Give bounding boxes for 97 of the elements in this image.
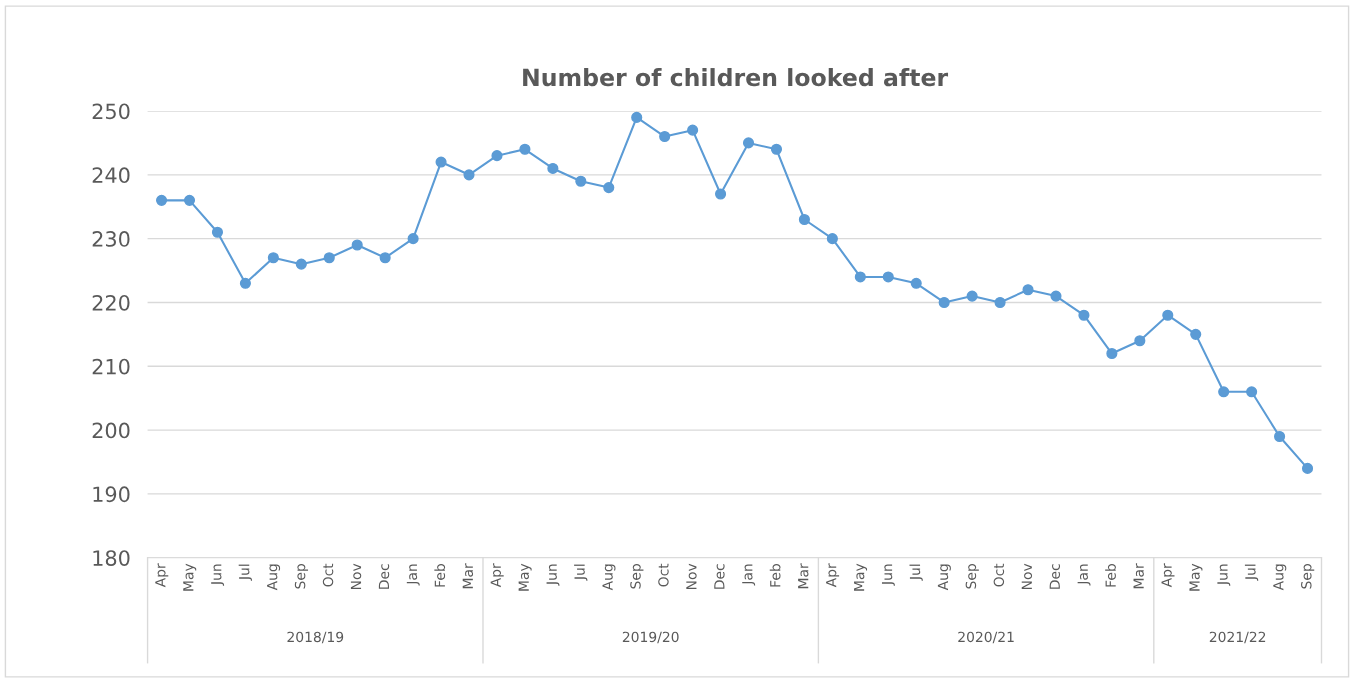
x-tick-label: May [1189,563,1203,591]
x-tick-label: Sep [965,564,979,589]
x-tick-label: Dec [378,564,390,589]
x-tick-label: Jan [406,564,420,586]
x-tick-label: Mar [798,563,809,589]
point [351,239,363,251]
y-tick-label: 250 [92,103,130,120]
y-tick-label: 220 [92,294,130,311]
x-tick-label: May [854,563,868,591]
text: 2021/22 [1209,631,1266,644]
x-tick-label: Jan [742,564,756,586]
point [575,175,587,187]
x-tick-label: Nov [686,563,697,590]
x-tick-label: Apr [155,563,169,588]
x-tick-label: May [183,563,197,591]
x-tick-label: Jun [881,564,895,586]
x-tick-label: Jun [546,564,560,586]
point [295,258,307,270]
point [882,271,894,283]
x-tick-label: Jan [1077,564,1091,586]
text: 2018/19 [287,631,344,644]
y-tick-label: 240 [92,167,130,184]
chart-title: Number of children looked after [523,68,949,87]
y-tick-label: 180 [93,550,130,566]
x-tick-label: Jul [909,564,923,581]
point [211,226,224,238]
point [1301,462,1314,474]
point [742,137,755,149]
x-tick-label: Apr [826,563,840,588]
point [1022,284,1034,296]
x-tick-label: Jul [574,564,588,581]
x-tick-label: Jul [1244,564,1259,581]
x-tick-label: Feb [769,564,781,587]
point [1162,309,1174,321]
point [659,130,671,143]
x-tick-label: Nov [1021,563,1033,590]
point [156,194,168,206]
point [966,290,978,302]
y-tick-label: 210 [92,358,130,375]
x-tick-label: Aug [1273,564,1287,591]
x-tick-label: Aug [937,564,951,591]
point [1274,430,1286,443]
point [323,252,335,264]
y-tick-label: 200 [92,422,130,439]
x-tick-label: Aug [267,564,281,591]
x-tick-label: Oct [322,563,334,587]
point [183,194,196,206]
point [547,162,559,174]
point [1218,386,1230,398]
x-tick-label: Dec [714,564,725,589]
point [687,124,699,136]
point [770,143,783,155]
point [491,150,503,162]
point [631,111,643,123]
x-tick-label: Jun [1217,564,1231,586]
text: 2019/20 [622,631,679,644]
x-tick-label: Apr [1161,563,1175,588]
x-tick-label: Sep [630,564,644,589]
x-tick-label: Oct [658,563,669,587]
point [267,252,279,264]
point [1246,386,1258,398]
x-tick-label: Nov [350,563,362,590]
x-tick-label: Mar [1133,563,1144,589]
x-tick-label: Jul [238,564,253,581]
point [1078,309,1090,321]
point [1190,328,1202,340]
x-tick-label: Aug [602,564,616,591]
point [826,233,838,245]
x-tick-label: May [518,563,532,591]
point [239,277,251,289]
x-tick-label: Jun [211,564,225,586]
point [435,156,447,168]
point [1106,347,1118,360]
x-tick-label: Apr [490,563,504,588]
x-tick-label: Oct [993,563,1005,587]
point [1050,290,1062,302]
x-tick-label: Dec [1049,564,1060,589]
point [715,188,727,200]
text: 2020/21 [958,631,1014,644]
point [994,296,1006,309]
x-tick-label: Feb [434,564,446,587]
point [407,233,419,245]
x-tick-label: Sep [1301,564,1315,589]
point [854,271,866,283]
y-tick-label: 190 [93,486,130,503]
x-tick-label: Feb [1105,564,1116,587]
x-tick-label: Mar [462,563,474,589]
point [910,277,922,289]
point [798,213,810,226]
y-tick-label: 230 [92,231,130,247]
point [1134,335,1146,347]
point [519,143,531,155]
point [938,296,950,309]
point [379,252,391,264]
point [603,182,615,194]
x-tick-label: Sep [294,564,309,589]
point [463,169,475,181]
